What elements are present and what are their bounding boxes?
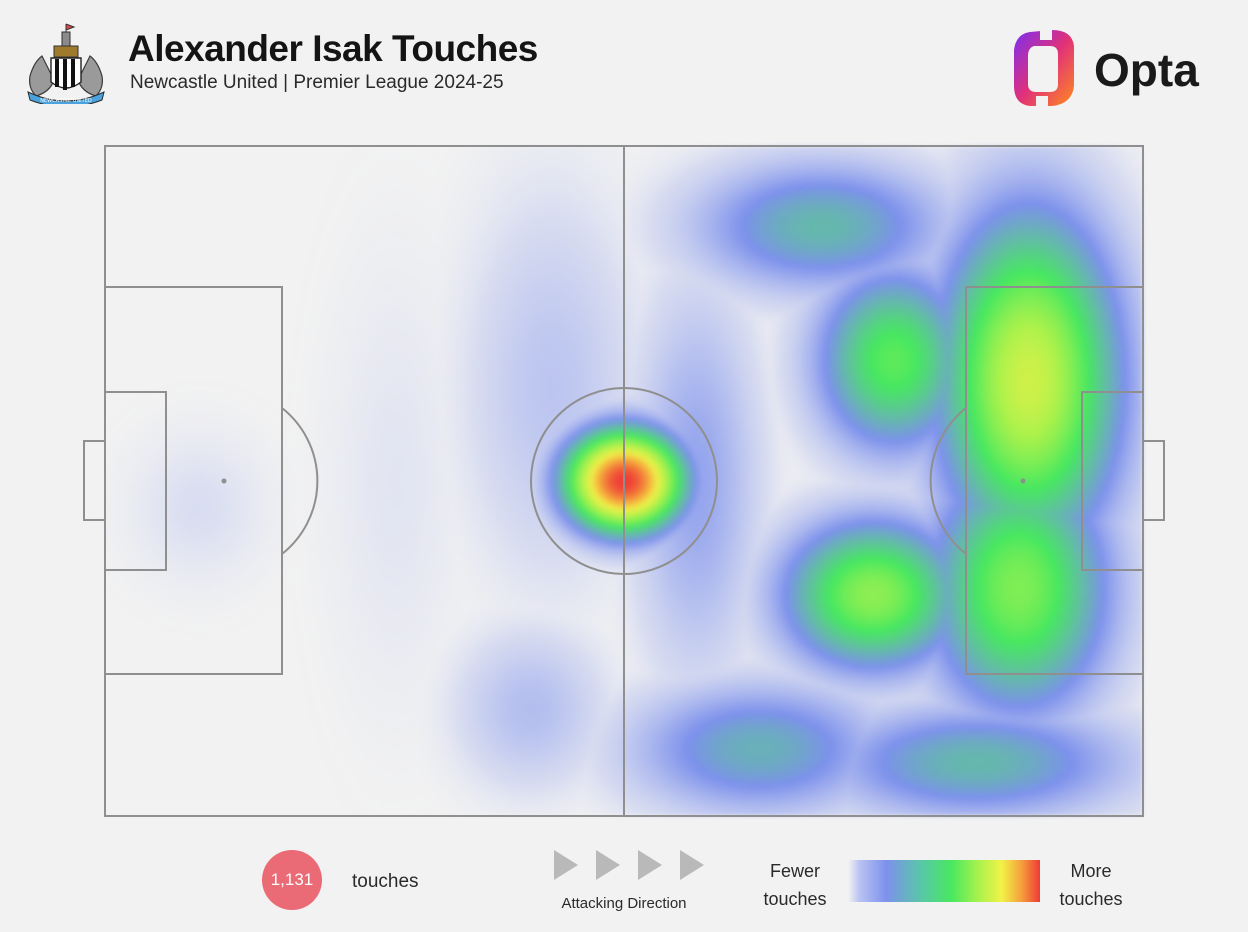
chart-subtitle: Newcastle United | Premier League 2024-2… — [130, 72, 504, 93]
direction-arrow-icon — [638, 850, 662, 880]
pitch-lines — [83, 145, 1165, 817]
right-goal — [1142, 440, 1165, 521]
centre-circle — [530, 387, 718, 575]
direction-arrow-icon — [596, 850, 620, 880]
legend-more-touches: More touches — [1048, 857, 1134, 913]
right-penalty-spot — [1020, 478, 1026, 484]
attacking-direction-arrows — [554, 850, 704, 880]
chart-title: Alexander Isak Touches — [128, 28, 538, 69]
svg-text:NEWCASTLE UNITED: NEWCASTLE UNITED — [40, 98, 92, 104]
left-penalty-spot — [221, 478, 227, 484]
opta-logo: Opta — [1014, 26, 1199, 110]
direction-arrow-icon — [680, 850, 704, 880]
left-goal — [83, 440, 106, 521]
pitch-heatmap — [83, 145, 1165, 817]
legend-more-line2: touches — [1059, 889, 1123, 909]
left-penalty-arc — [281, 407, 319, 555]
legend-fewer-touches: Fewer touches — [752, 857, 838, 913]
total-touches-badge: 1,131 — [262, 850, 322, 910]
legend-more-line1: More — [1070, 861, 1112, 881]
legend-fewer-line1: Fewer — [769, 861, 820, 881]
opta-wordmark: Opta — [1094, 44, 1199, 96]
newcastle-crest-icon: NEWCASTLE UNITED — [27, 23, 105, 104]
direction-arrow-icon — [554, 850, 578, 880]
legend-fewer-line2: touches — [763, 889, 827, 909]
legend-color-scale — [848, 860, 1040, 902]
right-penalty-arc — [929, 407, 967, 555]
touches-label: touches — [352, 871, 419, 892]
attacking-direction-label: Attacking Direction — [561, 895, 687, 912]
